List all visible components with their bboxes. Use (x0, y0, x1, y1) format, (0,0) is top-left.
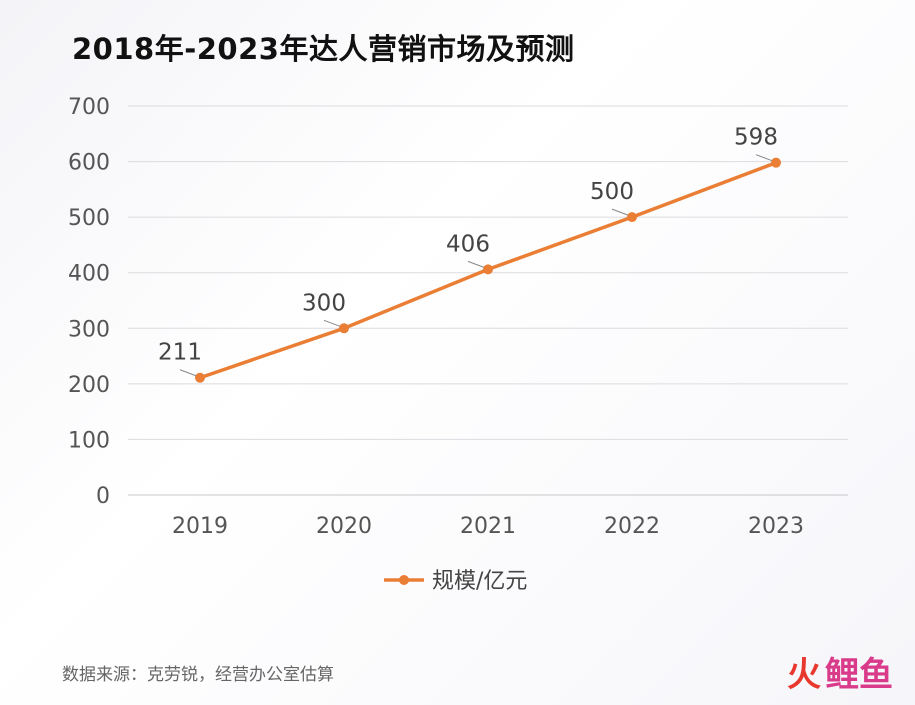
legend-marker (399, 575, 409, 585)
x-tick-label: 2022 (604, 514, 660, 539)
y-tick-label: 200 (68, 373, 110, 398)
y-tick-label: 700 (68, 95, 110, 120)
label-leader-line (467, 260, 485, 268)
x-tick-label: 2023 (748, 514, 804, 539)
x-tick-label: 2020 (316, 514, 372, 539)
data-label: 300 (302, 290, 346, 316)
y-tick-label: 600 (68, 151, 110, 176)
y-tick-label: 100 (68, 428, 110, 453)
series-line-group (195, 157, 781, 383)
data-label: 211 (158, 340, 202, 366)
gridlines (128, 105, 848, 496)
x-tick-label: 2019 (172, 514, 228, 539)
brand-logo-text: 鲤鱼 (825, 655, 893, 695)
label-leader-line (323, 319, 341, 327)
data-point (339, 323, 349, 334)
source-note: 数据来源：克劳锐，经营办公室估算 (62, 665, 334, 685)
data-point (627, 212, 637, 223)
label-leader-line (179, 369, 197, 377)
x-tick-label: 2021 (460, 514, 516, 539)
data-labels: 211 300 406 500 598 (158, 125, 778, 377)
data-label: 598 (734, 125, 778, 151)
data-point (771, 157, 781, 168)
data-label: 500 (590, 179, 634, 205)
data-point (483, 264, 493, 275)
legend-label: 规模/亿元 (432, 569, 527, 594)
brand-logo-mark: 火 (787, 655, 821, 695)
y-tick-label: 400 (68, 262, 110, 287)
chart-title: 2018年-2023年达人营销市场及预测 (72, 32, 575, 66)
y-axis-ticks: 0 100 200 300 400 500 600 700 (68, 95, 110, 509)
data-point (195, 372, 205, 383)
x-axis-ticks: 2019 2020 2021 2022 2023 (172, 514, 804, 539)
legend: 规模/亿元 (384, 569, 527, 594)
brand-logo: 火 鲤鱼 (787, 658, 893, 692)
data-label: 406 (446, 231, 490, 257)
label-leader-line (755, 154, 773, 162)
y-tick-label: 500 (68, 206, 110, 231)
y-tick-label: 0 (96, 484, 110, 509)
y-tick-label: 300 (68, 317, 110, 342)
label-leader-line (611, 208, 629, 216)
